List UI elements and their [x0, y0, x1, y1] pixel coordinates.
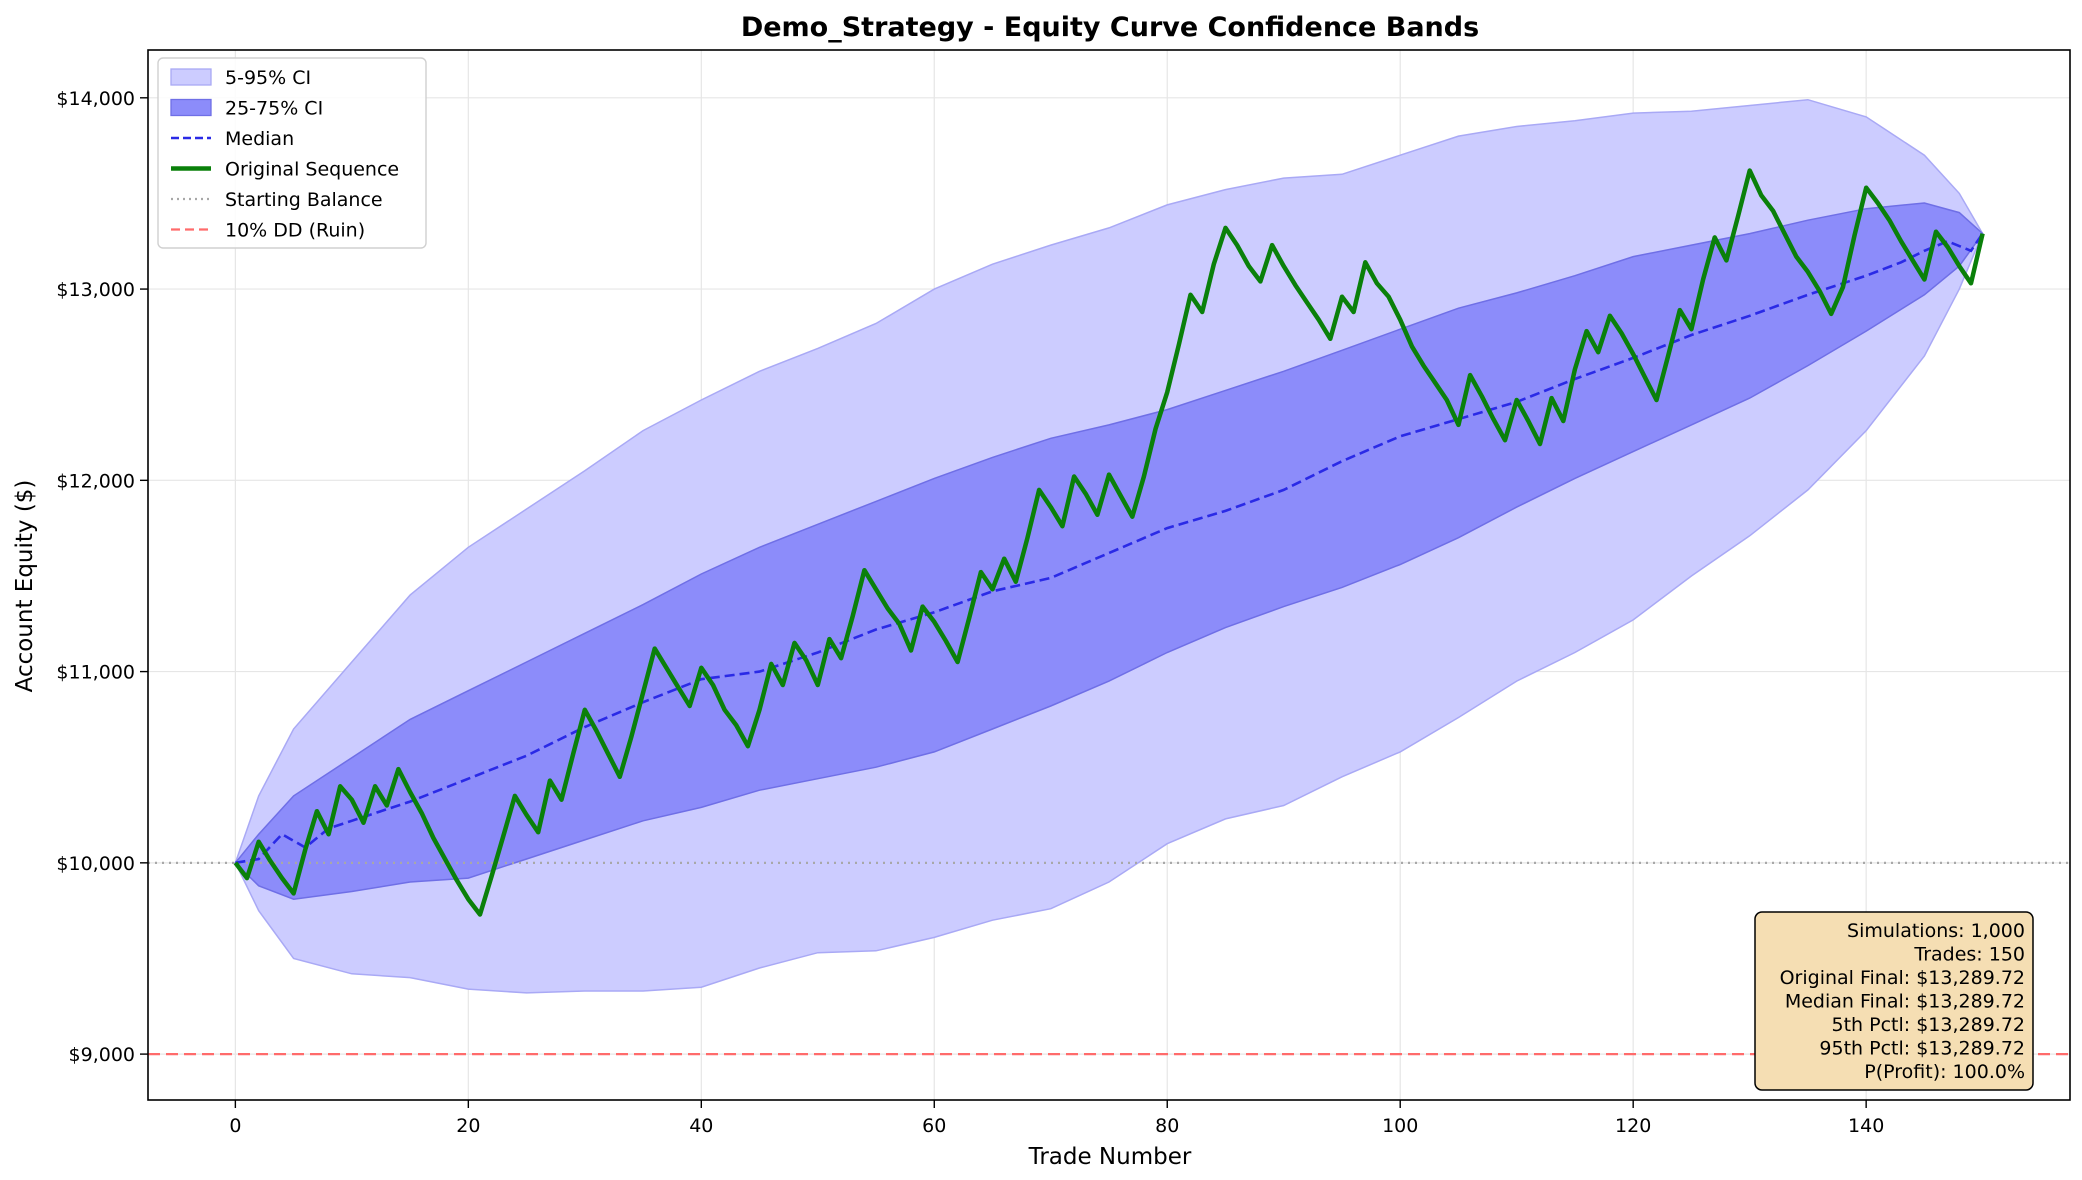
stats-line: Original Final: $13,289.72	[1780, 967, 2025, 989]
plot-area	[148, 98, 2070, 1056]
legend-box	[157, 57, 427, 249]
legend: 5-95% CI 25-75% CI Median Original Sequence…	[157, 57, 427, 249]
median-line	[235, 232, 1984, 865]
stats-line: Median Final: $13,289.72	[1785, 991, 2025, 1013]
x-tick-label: 80	[1155, 1115, 1179, 1137]
stats-box-background	[1754, 911, 2034, 1091]
x-tick-label: 140	[1848, 1115, 1884, 1137]
stats-line: 5th Pctl: $13,289.72	[1832, 1014, 2025, 1036]
stats-line: Trades: 150	[1913, 944, 2025, 966]
legend-label-outer: 5-95% CI	[225, 67, 311, 89]
y-tick-label: $12,000	[56, 470, 135, 492]
legend-label-median: Median	[225, 128, 294, 150]
stats-line: P(Profit): 100.0%	[1864, 1061, 2025, 1083]
x-tick-label: 20	[456, 1115, 480, 1137]
legend-label-ruin: 10% DD (Ruin)	[225, 220, 365, 242]
original-sequence-line	[233, 168, 1985, 917]
y-tick-label: $9,000	[69, 1044, 135, 1066]
legend-label-start: Starting Balance	[225, 189, 383, 211]
x-tick-label: 120	[1615, 1115, 1651, 1137]
x-tick-label: 0	[229, 1115, 241, 1137]
legend-label-inner: 25-75% CI	[225, 98, 323, 120]
x-tick-label: 100	[1382, 1115, 1418, 1137]
legend-swatch-outer	[170, 68, 212, 86]
stats-line: Simulations: 1,000	[1847, 920, 2025, 942]
chart-title: Demo_Strategy - Equity Curve Confidence …	[741, 12, 1479, 43]
axes: 0 20 40 60 80 100 120 140 $9,000 $10,000 $11,000 $1…	[56, 49, 2071, 1137]
x-axis-label: Trade Number	[1028, 1144, 1192, 1170]
y-tick-label: $13,000	[56, 279, 135, 301]
stats-line: 95th Pctl: $13,289.72	[1819, 1038, 2025, 1060]
y-tick-label: $10,000	[56, 853, 135, 875]
y-tick-label: $11,000	[56, 662, 135, 684]
y-axis-label: Account Equity ($)	[12, 480, 38, 693]
legend-swatch-inner	[170, 98, 212, 117]
x-tick-label: 60	[922, 1115, 946, 1137]
legend-label-original: Original Sequence	[225, 159, 399, 181]
y-tick-label: $14,000	[56, 88, 135, 110]
axes-frame	[147, 49, 2071, 1101]
x-tick-label: 40	[689, 1115, 713, 1137]
